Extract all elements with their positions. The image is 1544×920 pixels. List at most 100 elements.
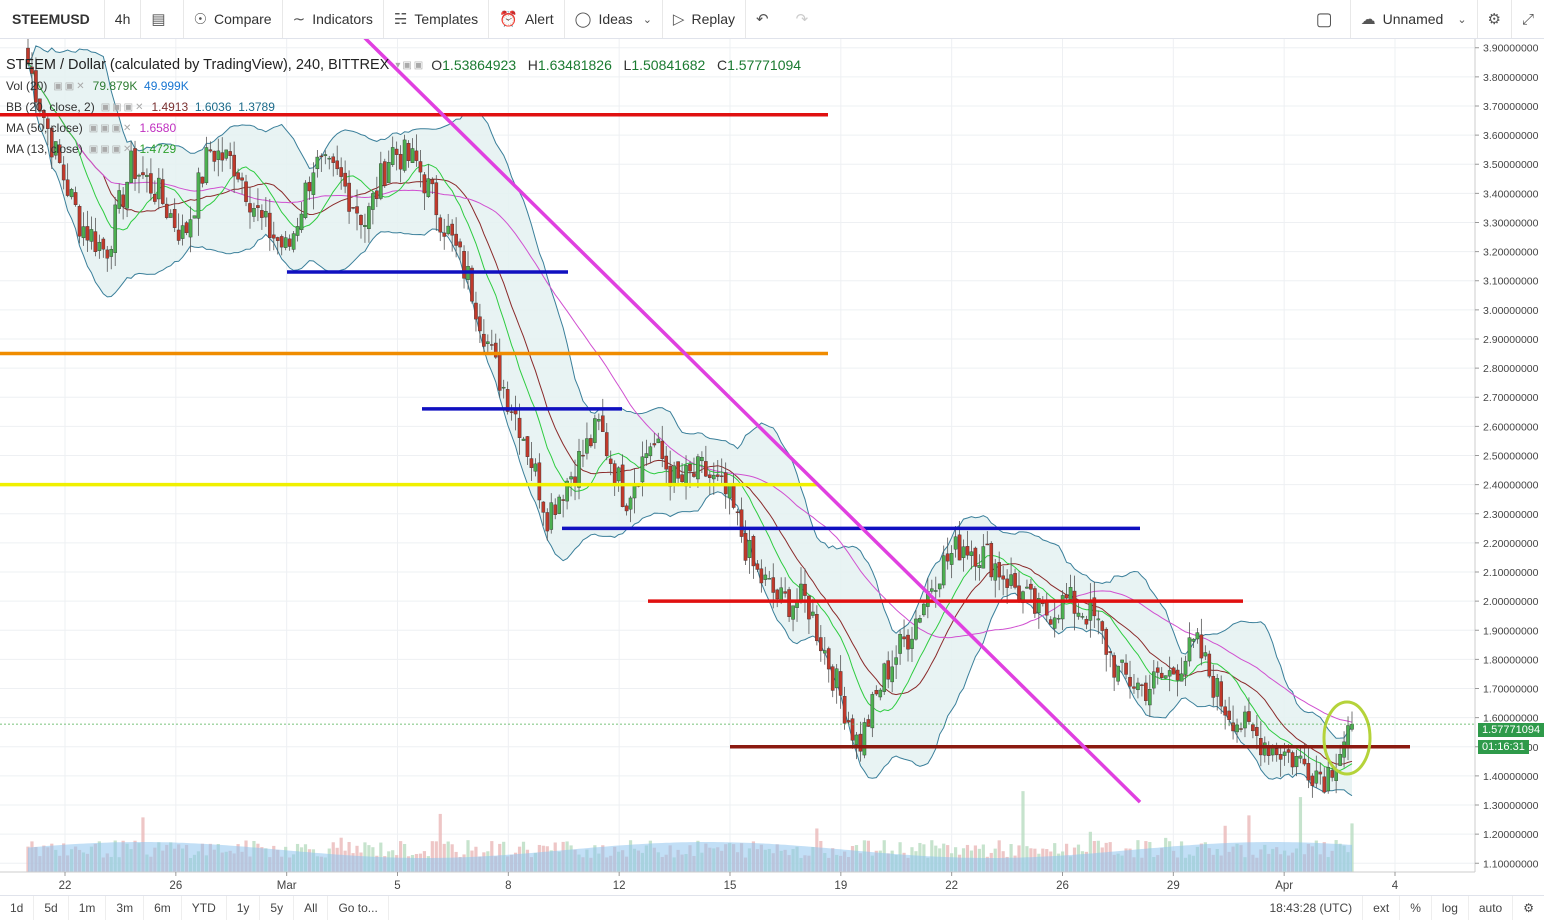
last-price-tag: 1.57771094 [1478,723,1544,737]
candle-body [1052,617,1057,629]
range-button-6m[interactable]: 6m [144,896,182,920]
candle-body [676,461,680,479]
price-tick-label: 3.60000000 [1483,130,1539,142]
range-button-1m[interactable]: 1m [69,896,107,920]
replay-label: Replay [691,11,736,27]
range-button-1y[interactable]: 1y [227,896,261,920]
templates-button[interactable]: ☵ Templates [384,0,490,38]
price-tick-label: 1.70000000 [1483,684,1539,696]
auto-toggle[interactable]: auto [1469,896,1514,920]
series-buttons[interactable]: ▾▣▣ [395,60,426,71]
candle-body [141,172,145,176]
range-button-all[interactable]: All [294,896,329,920]
candle-body [30,66,34,74]
price-tick-label: 1.20000000 [1483,829,1539,841]
price-tick-label: 2.20000000 [1483,538,1539,550]
candle-body [1318,771,1323,775]
candle-body [149,173,153,194]
alert-button[interactable]: ⏰ Alert [489,0,565,38]
candle-body [125,181,129,209]
time-tick-label: 12 [613,880,626,892]
candle-body [1310,775,1315,786]
replay-button[interactable]: ▷ Replay [663,0,747,38]
goto-button[interactable]: Go to... [328,896,389,920]
candle-body [1227,710,1231,720]
gear-icon: ⚙ [1487,11,1501,28]
symbol-search[interactable]: STEEMUSD [0,0,105,38]
series-title[interactable]: STEEM / Dollar (calculated by TradingVie… [6,57,390,73]
candle-body [1163,675,1168,679]
candle-body [1235,724,1239,733]
log-toggle[interactable]: log [1432,896,1469,920]
ext-toggle[interactable]: ext [1363,896,1401,920]
candle-body [577,451,581,488]
candle-body [1338,754,1342,766]
candle-body [1159,672,1164,678]
chart-area[interactable]: 3.90000000 3.80000000 3.70000000 3.60000000… [0,31,1544,895]
legend-volume[interactable]: Vol (20) ▣▣✕ 79.879K 49.999K [6,79,189,93]
candle-body [299,213,304,231]
price-chart[interactable]: 3.90000000 3.80000000 3.70000000 3.60000000… [0,31,1544,895]
range-button-5d[interactable]: 5d [34,896,69,920]
price-tick-label: 3.80000000 [1483,72,1539,84]
price-tick-label: 2.40000000 [1483,480,1539,492]
range-button-ytd[interactable]: YTD [182,896,227,920]
range-button-1d[interactable]: 1d [0,896,35,920]
legend-ma13[interactable]: MA (13, close) ▣▣▣✕ 1.4729 [6,142,177,156]
fullscreen-toggle[interactable]: ▢ [1306,0,1351,38]
layout-button[interactable]: ☁ Unnamed ⌄ [1351,0,1478,38]
candle-body [937,583,942,590]
candle-body [545,512,550,532]
candle-body [200,176,205,184]
legend-ma50[interactable]: MA (50, close) ▣▣▣✕ 1.6580 [6,121,177,135]
candle-body [1112,655,1116,678]
candle-body [961,546,966,558]
candle-body [1132,686,1136,689]
candle-body [672,465,676,485]
percent-toggle[interactable]: % [1400,896,1432,920]
candle-body [735,511,740,513]
range-button-3m[interactable]: 3m [106,896,145,920]
candle-body [858,733,863,752]
candle-body [1251,724,1255,732]
candle-body [307,181,312,192]
undo-button[interactable]: ↶ [746,0,786,38]
candle-body [224,149,229,159]
candle-body [933,590,938,592]
candle-body [549,502,554,530]
redo-button[interactable]: ↷ [786,0,826,38]
expand-button[interactable]: ⤢ [1512,0,1544,38]
candle-body [668,465,672,487]
candle-body [1080,616,1085,618]
range-button-5y[interactable]: 5y [260,896,295,920]
candle-body [275,237,280,241]
compare-button[interactable]: ☉ Compare [184,0,283,38]
candle-body [1048,619,1053,625]
candle-body [117,190,121,209]
settings-button[interactable]: ⚙ [1478,0,1512,38]
ideas-button[interactable]: ◯ Ideas ⌄ [565,0,663,38]
chart-type-button[interactable]: ▤ [141,0,184,38]
candle-body [252,208,256,217]
candle-body [343,172,347,187]
candle-body [1144,682,1148,701]
candle-body [1167,670,1172,677]
utc-clock[interactable]: 18:43:28 (UTC) [1259,896,1364,920]
legend-bollinger[interactable]: BB (20, close, 2) ▣▣▣✕ 1.4913 1.6036 1.37… [6,100,275,114]
candle-body [1124,662,1128,675]
candle-body [49,127,54,158]
interval-button[interactable]: 4h [105,0,142,38]
candle-body [1262,742,1267,756]
candle-body [914,618,918,640]
candle-body [46,118,50,129]
candle-body [585,438,589,454]
axis-settings-button[interactable]: ⚙ [1513,896,1544,920]
candle-body [240,177,244,181]
candle-body [386,162,391,184]
candle-body [180,225,185,239]
candle-body [553,504,558,515]
volume-ma-area [28,842,1352,872]
price-tick-label: 1.40000000 [1483,771,1539,783]
candle-body [160,179,165,204]
indicators-button[interactable]: ∼ Indicators [283,0,384,38]
